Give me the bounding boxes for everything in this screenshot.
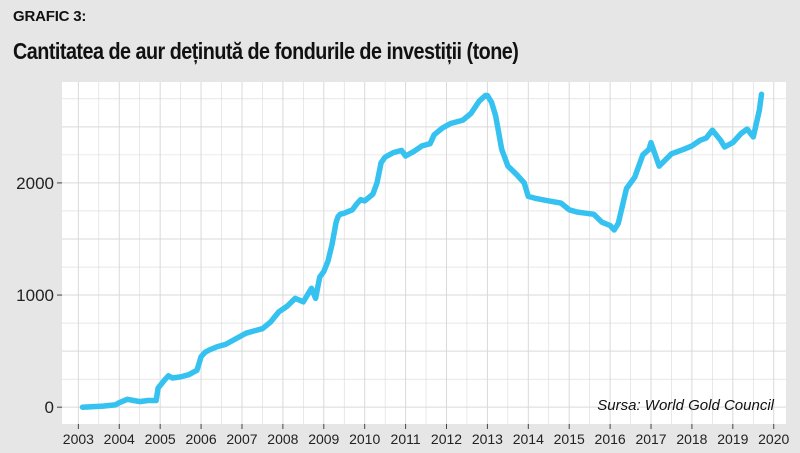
x-tick-label: 2010 [349,431,380,447]
x-tick-label: 2014 [513,431,544,447]
plot-area [62,82,786,424]
x-tick-label: 2005 [145,431,176,447]
x-tick-label: 2011 [391,431,421,447]
x-tick-label: 2019 [717,431,748,447]
x-axis: 2003 2004 2005 2006 2007 2008 2009 2010 2011 2012… [63,424,790,447]
x-tick-label: 2013 [472,431,503,447]
x-tick-label: 2017 [635,431,666,447]
figure-label: GRAFIC 3: [13,8,87,25]
x-tick-label: 2004 [104,431,135,447]
y-tick-label: 0 [45,398,54,417]
y-tick-label: 1000 [16,286,54,305]
source-note: Sursa: World Gold Council [597,397,774,414]
x-tick-label: 2016 [595,431,626,447]
x-tick-label: 2009 [308,431,339,447]
x-tick-label: 2003 [63,431,94,447]
y-axis: 0 1000 2000 [16,174,62,417]
x-tick-label: 2018 [676,431,707,447]
x-tick-label: 2007 [226,431,257,447]
x-tick-label: 2012 [431,431,462,447]
x-tick-label: 2006 [185,431,216,447]
x-tick-label: 2008 [267,431,298,447]
x-tick-label: 2020 [758,431,789,447]
x-tick-label: 2015 [554,431,585,447]
chart-title: Cantitatea de aur deținută de fondurile … [13,38,519,64]
series-line [79,91,765,410]
y-tick-label: 2000 [16,174,54,193]
